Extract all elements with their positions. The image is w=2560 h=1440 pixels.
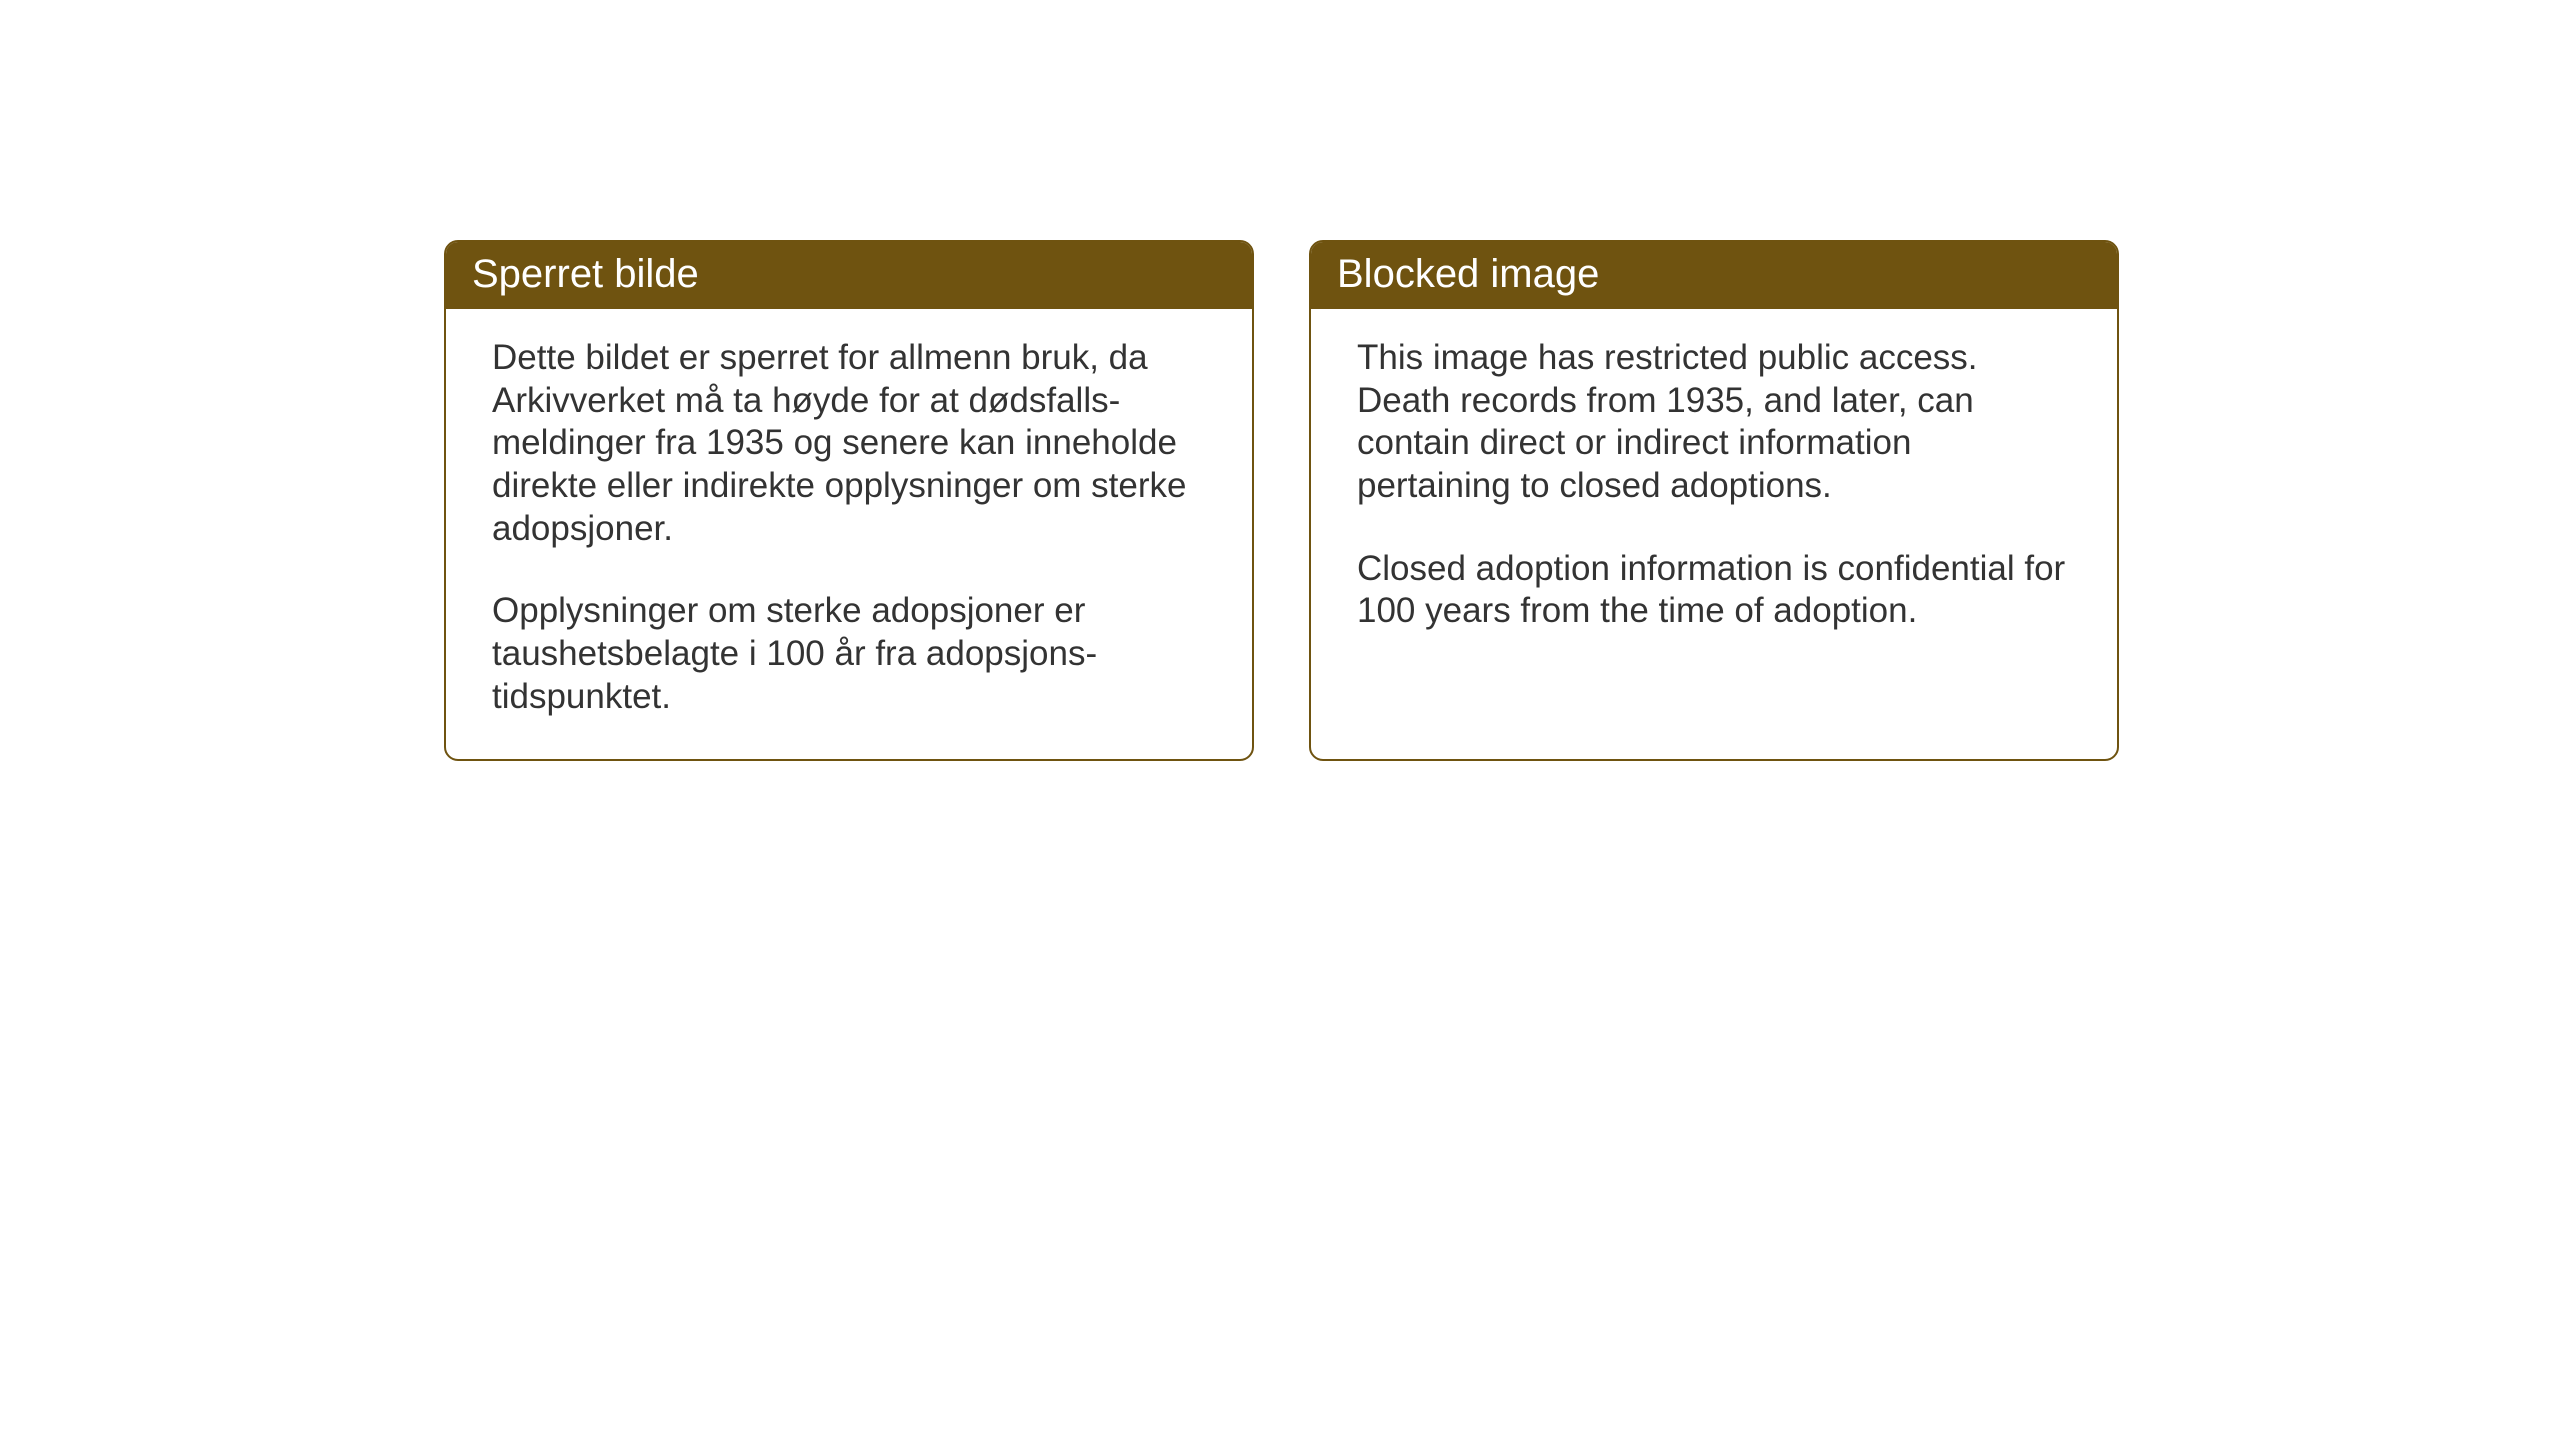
card-header-norwegian: Sperret bilde (446, 242, 1252, 309)
card-paragraph-2-english: Closed adoption information is confident… (1357, 548, 2071, 633)
notice-card-norwegian: Sperret bilde Dette bildet er sperret fo… (444, 240, 1254, 761)
card-title-english: Blocked image (1337, 252, 1599, 296)
card-title-norwegian: Sperret bilde (472, 252, 699, 296)
card-header-english: Blocked image (1311, 242, 2117, 309)
notice-card-english: Blocked image This image has restricted … (1309, 240, 2119, 761)
card-paragraph-1-english: This image has restricted public access.… (1357, 337, 2071, 508)
card-paragraph-1-norwegian: Dette bildet er sperret for allmenn bruk… (492, 337, 1206, 550)
notice-container: Sperret bilde Dette bildet er sperret fo… (444, 240, 2119, 761)
card-paragraph-2-norwegian: Opplysninger om sterke adopsjoner er tau… (492, 590, 1206, 718)
card-body-norwegian: Dette bildet er sperret for allmenn bruk… (446, 309, 1252, 759)
card-body-english: This image has restricted public access.… (1311, 309, 2117, 673)
